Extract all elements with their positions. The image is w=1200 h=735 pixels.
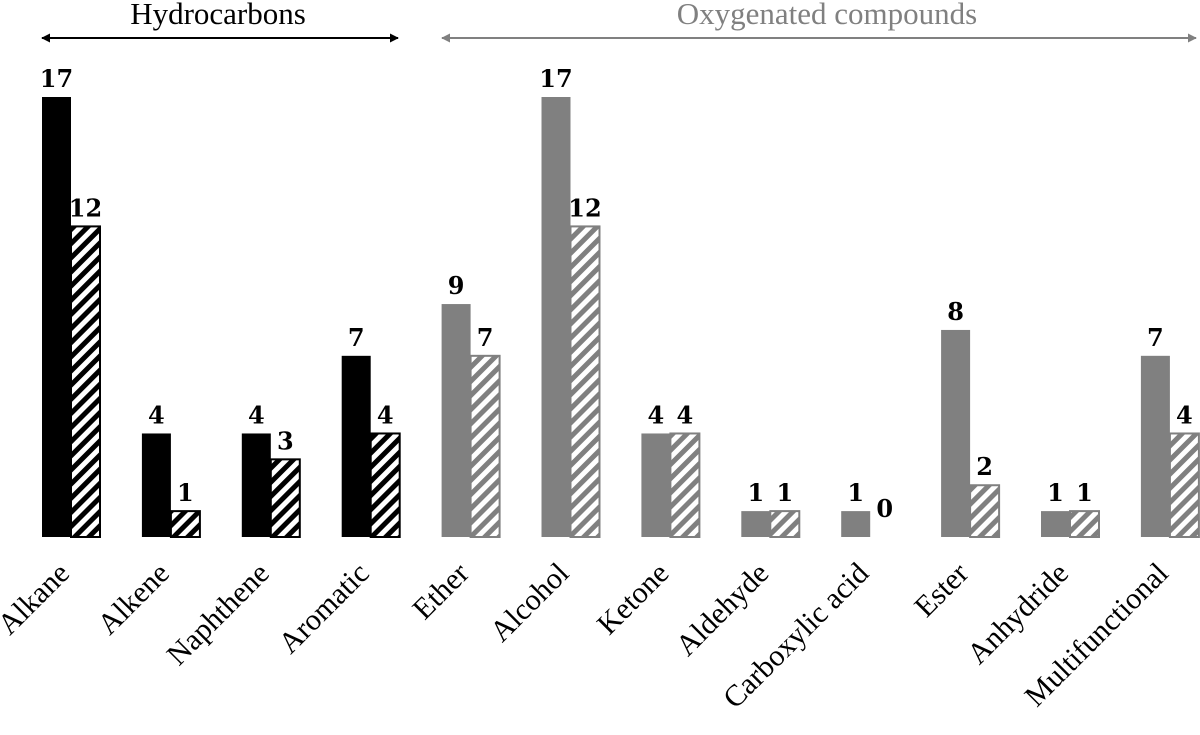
value-label-naphthene-solid: 4 (248, 400, 265, 429)
bars (42, 97, 1200, 538)
value-label-alcohol-hatched: 12 (568, 193, 601, 222)
bar-ester-hatched (969, 484, 1001, 538)
value-label-alkane-hatched: 12 (69, 193, 102, 222)
bar-multifunctional-hatched (1168, 432, 1200, 538)
bar-aldehyde-solid (741, 511, 771, 537)
bar-naphthene-solid (241, 433, 271, 537)
group-label-hydrocarbons: Hydrocarbons (130, 0, 306, 31)
bar-ether-hatched (469, 354, 501, 538)
value-label-anhydride-hatched: 1 (1076, 478, 1093, 507)
bar-multifunctional-solid (1140, 355, 1170, 537)
bar-alcohol-solid (541, 97, 571, 537)
category-label-ether: Ether (406, 557, 475, 626)
category-label-aldehyde: Aldehyde (669, 557, 775, 663)
value-label-aromatic-hatched: 4 (377, 400, 394, 429)
bar-alkane-solid (42, 97, 71, 537)
category-label-alkene: Alkene (91, 557, 176, 642)
value-label-carboxylic-acid-hatched: 0 (876, 494, 893, 523)
value-label-alcohol-solid: 17 (539, 64, 572, 93)
bar-ketone-hatched (669, 432, 701, 538)
category-label-ester: Ester (908, 557, 975, 624)
group-headers: Hydrocarbons Oxygenated compounds (41, 0, 1197, 43)
value-label-aldehyde-hatched: 1 (776, 478, 793, 507)
category-label-alkane: Alkane (0, 557, 76, 642)
bar-aldehyde-hatched (769, 510, 801, 538)
category-label-naphthene: Naphthene (161, 557, 276, 672)
group-label-oxygenated: Oxygenated compounds (677, 0, 977, 31)
value-label-ketone-solid: 4 (648, 400, 665, 429)
bar-anhydride-hatched (1069, 510, 1100, 538)
bar-aromatic-hatched (369, 432, 401, 538)
bar-alkane-hatched (70, 225, 101, 538)
value-label-alkane-solid: 17 (40, 64, 73, 93)
bar-aromatic-solid (341, 355, 371, 537)
value-label-anhydride-solid: 1 (1047, 478, 1064, 507)
category-label-aromatic: Aromatic (272, 557, 375, 660)
value-label-alkene-solid: 4 (148, 400, 165, 429)
value-label-aldehyde-solid: 1 (747, 478, 764, 507)
category-label-alcohol: Alcohol (484, 557, 576, 649)
value-label-multifunctional-solid: 7 (1147, 323, 1164, 352)
bar-alkene-hatched (169, 510, 201, 538)
value-label-ester-hatched: 2 (976, 452, 993, 481)
value-label-ether-solid: 9 (448, 271, 465, 300)
bar-alkene-solid (141, 433, 171, 537)
value-label-aromatic-solid: 7 (348, 323, 365, 352)
value-label-multifunctional-hatched: 4 (1176, 400, 1193, 429)
bar-carboxylic-acid-solid (841, 511, 871, 537)
value-label-ether-hatched: 7 (477, 323, 494, 352)
bar-alcohol-hatched (569, 225, 601, 538)
bar-ether-solid (441, 304, 471, 537)
category-label-ketone: Ketone (591, 557, 676, 642)
value-label-carboxylic-acid-solid: 1 (847, 478, 864, 507)
bar-naphthene-hatched (269, 458, 301, 538)
bar-ketone-solid (641, 433, 671, 537)
bar-anhydride-solid (1041, 511, 1070, 537)
value-label-ester-solid: 8 (947, 297, 964, 326)
bar-ester-solid (941, 329, 971, 537)
value-label-ketone-hatched: 4 (677, 400, 694, 429)
value-label-naphthene-hatched: 3 (277, 426, 294, 455)
value-label-alkene-hatched: 1 (177, 478, 194, 507)
